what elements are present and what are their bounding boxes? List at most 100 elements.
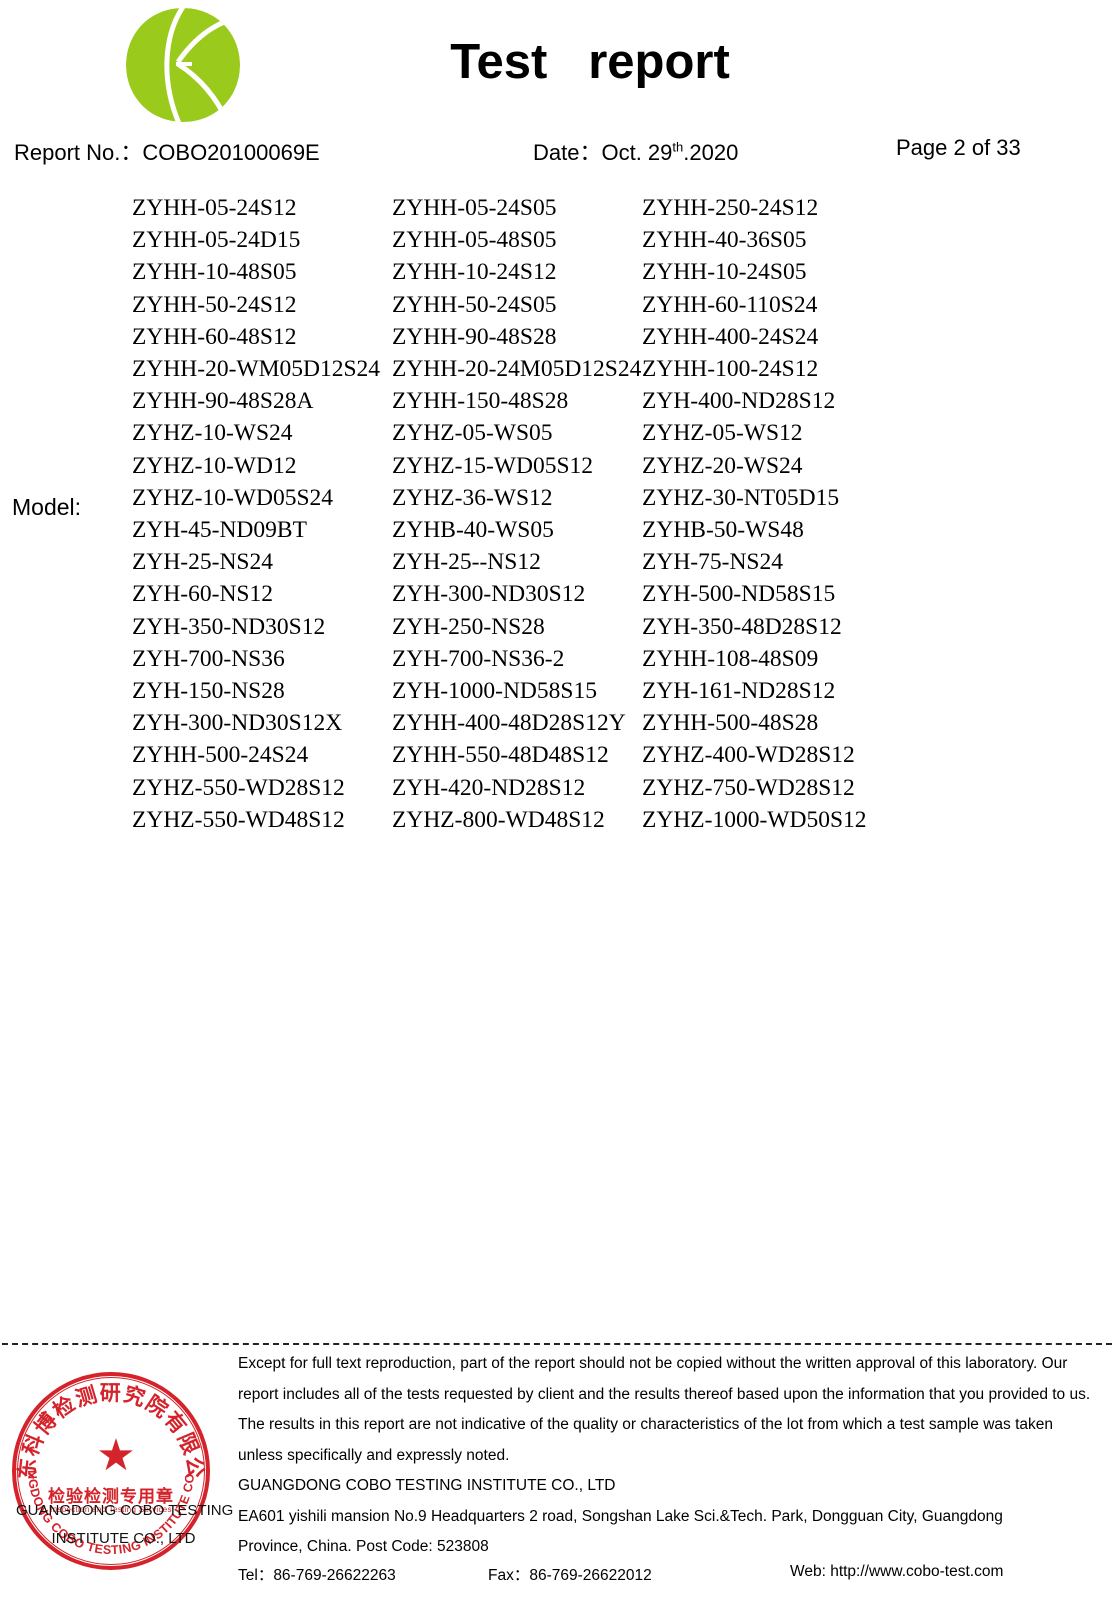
table-row: ZYH-700-NS36 ZYH-700-NS36-2 ZYHH-108-48S… (132, 643, 932, 675)
model-cell: ZYH-161-ND28S12 (642, 678, 836, 705)
model-cell: ZYH-350-ND30S12 (132, 613, 326, 640)
table-row: ZYH-25-NS24 ZYH-25--NS12 ZYH-75-NS24 (132, 546, 932, 578)
table-row: ZYH-60-NS12 ZYH-300-ND30S12 ZYH-500-ND58… (132, 578, 932, 610)
model-cell: ZYH-700-NS36 (132, 645, 285, 672)
red-star-icon: ★ (96, 1431, 136, 1480)
model-cell: ZYHB-50-WS48 (642, 517, 804, 544)
model-cell: ZYH-700-NS36-2 (392, 645, 565, 672)
model-cell: ZYHH-550-48D48S12 (392, 742, 609, 769)
seal-arc-bottom-text-icon: GUANGDONG COBO TESTING INSTITUTE CO.,LTD (12, 1372, 197, 1557)
model-cell: ZYHH-90-48S28A (132, 388, 314, 415)
report-date: Date：Oct. 29th.2020 (533, 135, 738, 167)
cobo-leaf-logo-icon (122, 6, 244, 124)
model-cell: ZYHH-400-48D28S12Y (392, 710, 626, 737)
table-row: ZYH-45-ND09BT ZYHB-40-WS05 ZYHB-50-WS48 (132, 514, 932, 546)
model-cell: ZYHH-05-24D15 (132, 227, 301, 254)
model-cell: ZYHH-40-36S05 (642, 227, 807, 254)
model-cell: ZYH-25-NS24 (132, 549, 273, 576)
model-cell: ZYHH-500-24S24 (132, 742, 309, 769)
model-cell: ZYHH-108-48S09 (642, 645, 819, 672)
model-cell: ZYHZ-30-NT05D15 (642, 484, 840, 511)
model-cell: ZYHH-400-24S24 (642, 323, 819, 350)
model-cell: ZYH-60-NS12 (132, 581, 273, 608)
footer-website[interactable]: Web: http://www.cobo-test.com (790, 1562, 1004, 1580)
seal-arc-top-text-icon: 广东科博检测研究院有限公司 (12, 1372, 205, 1481)
model-cell: ZYHH-50-24S05 (392, 291, 557, 318)
page-indicator: Page 2 of 33 (896, 135, 1021, 160)
table-row: ZYHH-05-24D15 ZYHH-05-48S05 ZYHH-40-36S0… (132, 224, 932, 256)
table-row: ZYHH-10-48S05 ZYHH-10-24S12 ZYHH-10-24S0… (132, 256, 932, 288)
model-cell: ZYH-500-ND58S15 (642, 581, 836, 608)
model-cell: ZYHB-40-WS05 (392, 517, 554, 544)
seal-overlay-company-line-1: GUANGDONG COBO TESTING (16, 1502, 234, 1519)
footer-disclaimer-line: unless specifically and expressly noted. (238, 1446, 510, 1464)
page-title: Test report (450, 35, 730, 89)
model-cell: ZYHH-05-24S12 (132, 195, 297, 221)
model-cell: ZYH-150-NS28 (132, 678, 285, 705)
table-row: ZYHH-500-24S24 ZYHH-550-48D48S12 ZYHZ-40… (132, 739, 932, 771)
model-list-body: ZYHH-05-24S12 ZYHH-05-24S05 ZYHH-250-24S… (132, 192, 932, 836)
model-cell: ZYH-75-NS24 (642, 549, 783, 576)
table-row: ZYH-150-NS28 ZYH-1000-ND58S15 ZYH-161-ND… (132, 675, 932, 707)
table-row: ZYHZ-550-WD48S12 ZYHZ-800-WD48S12 ZYHZ-1… (132, 804, 932, 836)
seal-center-text: 检验检测专用章 (48, 1487, 174, 1506)
model-cell: ZYHH-250-24S12 (642, 195, 819, 221)
seal-outer-ring (12, 1372, 210, 1570)
model-cell: ZYHZ-750-WD28S12 (642, 774, 855, 801)
model-cell: ZYH-1000-ND58S15 (392, 678, 597, 705)
model-cell: ZYHZ-1000-WD50S12 (642, 806, 867, 833)
model-cell: ZYH-400-ND28S12 (642, 388, 836, 415)
table-row: ZYHH-60-48S12 ZYHH-90-48S28 ZYHH-400-24S… (132, 321, 932, 353)
table-row: ZYH-300-ND30S12X ZYHH-400-48D28S12Y ZYHH… (132, 707, 932, 739)
model-cell: ZYHZ-36-WS12 (392, 484, 553, 511)
model-cell: ZYH-300-ND30S12X (132, 710, 343, 737)
model-cell: ZYHH-20-WM05D12S24 (132, 356, 381, 383)
model-cell: ZYHZ-550-WD28S12 (132, 774, 345, 801)
model-cell: ZYHZ-10-WD05S24 (132, 484, 334, 511)
model-cell: ZYHH-10-24S05 (642, 259, 807, 286)
model-cell: ZYHH-100-24S12 (642, 356, 819, 383)
company-seal-stamp: 广东科博检测研究院有限公司 ★ 检验检测专用章 Inspection and T… (12, 1372, 233, 1580)
report-date-ordinal: th (672, 139, 684, 155)
model-cell: ZYHZ-550-WD48S12 (132, 806, 345, 833)
report-number-label: Report No.： (14, 140, 143, 165)
footer-disclaimer-line: report includes all of the tests request… (238, 1385, 1091, 1403)
footer-block: Except for full text reproduction, part … (238, 1349, 1098, 1593)
table-row: ZYHZ-10-WS24 ZYHZ-05-WS05 ZYHZ-05-WS12 (132, 417, 932, 449)
model-cell: ZYHH-50-24S12 (132, 291, 297, 318)
footer-disclaimer-line: Except for full text reproduction, part … (238, 1355, 1068, 1372)
model-cell: ZYH-350-48D28S12 (642, 613, 842, 640)
model-cell: ZYHZ-20-WS24 (642, 452, 803, 479)
model-list-table: ZYHH-05-24S12 ZYHH-05-24S05 ZYHH-250-24S… (132, 192, 932, 836)
report-date-value: Oct. 29 (601, 140, 673, 165)
model-cell: ZYHH-500-48S28 (642, 710, 819, 737)
page-header: Test report (0, 0, 1116, 128)
model-cell: ZYH-420-ND28S12 (392, 774, 586, 801)
model-cell: ZYHH-60-48S12 (132, 323, 297, 350)
table-row: ZYHZ-10-WD12 ZYHZ-15-WD05S12 ZYHZ-20-WS2… (132, 450, 932, 482)
model-cell: ZYHH-05-48S05 (392, 227, 557, 254)
footer-company-name: GUANGDONG COBO TESTING INSTITUTE CO., LT… (238, 1477, 616, 1494)
seal-inner-ring (17, 1377, 205, 1565)
model-cell: ZYHZ-800-WD48S12 (392, 806, 605, 833)
footer-telephone: Tel：86-769-26622263 (238, 1566, 396, 1584)
model-cell: ZYH-250-NS28 (392, 613, 545, 640)
model-cell: ZYH-25--NS12 (392, 549, 541, 576)
model-cell: ZYHZ-05-WS12 (642, 420, 803, 447)
seal-overlay-company-line-2: INSTITUTE CO., LTD (51, 1530, 196, 1547)
model-cell: ZYHH-150-48S28 (392, 388, 569, 415)
table-row: ZYH-350-ND30S12 ZYH-250-NS28 ZYH-350-48D… (132, 611, 932, 643)
report-number: Report No.：COBO20100069E (14, 135, 320, 167)
model-cell: ZYHH-10-48S05 (132, 259, 297, 286)
model-cell: ZYHH-10-24S12 (392, 259, 557, 286)
table-row: ZYHH-05-24S12 ZYHH-05-24S05 ZYHH-250-24S… (132, 192, 932, 224)
model-cell: ZYHH-20-24M05D12S24 (392, 356, 642, 383)
footer-fax: Fax：86-769-26622012 (488, 1566, 652, 1584)
report-meta-row: Report No.：COBO20100069E Date：Oct. 29th.… (0, 135, 1116, 171)
model-cell: ZYH-45-ND09BT (132, 517, 307, 544)
model-cell: ZYHZ-15-WD05S12 (392, 452, 594, 479)
report-date-year: .2020 (683, 140, 739, 165)
model-cell: ZYHZ-400-WD28S12 (642, 742, 855, 769)
footer-divider (2, 1343, 1112, 1345)
seal-sub-text: Inspection and Testing Services (50, 1505, 172, 1514)
